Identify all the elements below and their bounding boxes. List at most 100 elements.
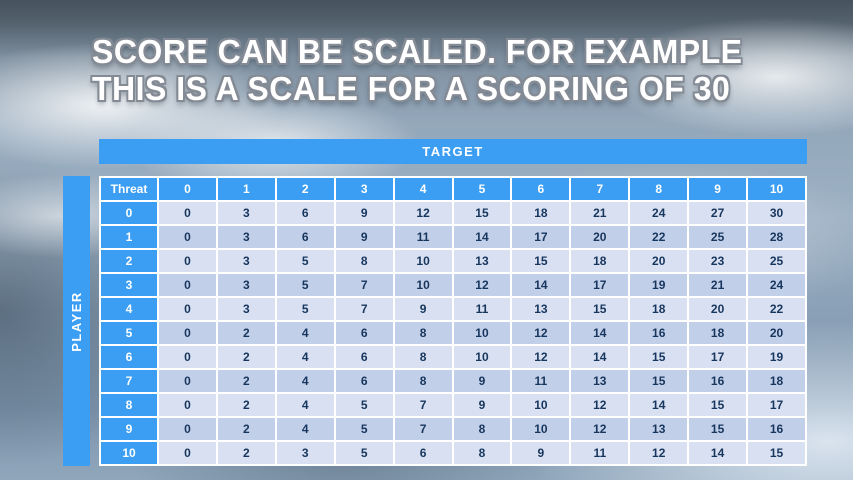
score-cell: 8: [394, 370, 452, 392]
score-cell: 12: [512, 322, 570, 344]
score-cell: 18: [571, 250, 629, 272]
score-cell: 10: [453, 322, 511, 344]
score-cell: 18: [689, 322, 747, 344]
score-cell: 14: [630, 394, 688, 416]
row-label: 2: [101, 250, 157, 272]
score-cell: 20: [630, 250, 688, 272]
score-cell: 4: [276, 394, 334, 416]
score-cell: 6: [335, 370, 393, 392]
score-cell: 19: [748, 346, 805, 368]
score-cell: 10: [394, 250, 452, 272]
score-cell: 15: [512, 250, 570, 272]
score-cell: 0: [159, 370, 216, 392]
score-cell: 0: [159, 298, 216, 320]
score-table-body: 0 0 3 6 9 12 15 18 21 24 27 30 1 0 3 6 9 11 14 17 20 22 25 28 2 0…: [101, 202, 805, 464]
target-label: TARGET: [422, 144, 484, 159]
score-cell: 12: [453, 274, 511, 296]
score-cell: 5: [335, 418, 393, 440]
score-cell: 0: [159, 274, 216, 296]
score-cell: 20: [748, 322, 805, 344]
slide-title-line-1: SCORE CAN BE SCALED. FOR EXAMPLE: [92, 33, 743, 70]
column-header: 0: [159, 178, 216, 200]
table-row: 5 0 2 4 6 8 10 12 14 16 18 20: [101, 322, 805, 344]
score-cell: 2: [217, 370, 275, 392]
row-label: 10: [101, 442, 157, 464]
score-cell: 4: [276, 346, 334, 368]
column-header: 10: [748, 178, 805, 200]
score-cell: 0: [159, 442, 216, 464]
score-cell: 15: [453, 202, 511, 224]
score-cell: 15: [571, 298, 629, 320]
score-cell: 2: [217, 442, 275, 464]
score-cell: 17: [571, 274, 629, 296]
score-cell: 15: [689, 418, 747, 440]
table-row: 10 0 2 3 5 6 8 9 11 12 14 15: [101, 442, 805, 464]
score-cell: 18: [512, 202, 570, 224]
score-cell: 9: [335, 202, 393, 224]
score-cell: 5: [276, 274, 334, 296]
score-cell: 9: [394, 298, 452, 320]
score-cell: 11: [453, 298, 511, 320]
score-cell: 3: [217, 298, 275, 320]
score-cell: 6: [335, 346, 393, 368]
row-label: 0: [101, 202, 157, 224]
score-cell: 0: [159, 202, 216, 224]
score-cell: 20: [571, 226, 629, 248]
score-cell: 0: [159, 226, 216, 248]
header-row: Threat 0 1 2 3 4 5 6 7 8 9 10: [101, 178, 805, 200]
score-cell: 18: [630, 298, 688, 320]
score-cell: 0: [159, 418, 216, 440]
table-row: 4 0 3 5 7 9 11 13 15 18 20 22: [101, 298, 805, 320]
score-cell: 15: [689, 394, 747, 416]
score-cell: 14: [453, 226, 511, 248]
score-cell: 5: [335, 442, 393, 464]
score-cell: 10: [453, 346, 511, 368]
score-cell: 2: [217, 394, 275, 416]
score-cell: 14: [571, 346, 629, 368]
score-cell: 13: [512, 298, 570, 320]
score-table-container: Threat 0 1 2 3 4 5 6 7 8 9 10 0 0 3 6 9 12 15 18 21 24 27 30 1…: [99, 176, 807, 466]
score-cell: 2: [217, 346, 275, 368]
score-cell: 11: [571, 442, 629, 464]
score-cell: 18: [748, 370, 805, 392]
score-cell: 17: [512, 226, 570, 248]
column-header: 6: [512, 178, 570, 200]
column-header: 7: [571, 178, 629, 200]
score-cell: 8: [453, 442, 511, 464]
score-cell: 11: [394, 226, 452, 248]
score-cell: 3: [217, 226, 275, 248]
row-label: 1: [101, 226, 157, 248]
score-cell: 10: [512, 418, 570, 440]
score-cell: 21: [571, 202, 629, 224]
score-cell: 15: [748, 442, 805, 464]
slide-title: SCORE CAN BE SCALED. FOR EXAMPLE THIS IS…: [92, 33, 742, 107]
score-cell: 9: [453, 394, 511, 416]
score-cell: 12: [630, 442, 688, 464]
score-cell: 22: [748, 298, 805, 320]
player-header-bar: PLAYER: [63, 176, 90, 466]
score-cell: 10: [512, 394, 570, 416]
table-row: 2 0 3 5 8 10 13 15 18 20 23 25: [101, 250, 805, 272]
score-cell: 23: [689, 250, 747, 272]
score-cell: 27: [689, 202, 747, 224]
score-cell: 3: [217, 202, 275, 224]
score-cell: 8: [394, 346, 452, 368]
score-cell: 9: [512, 442, 570, 464]
score-cell: 19: [630, 274, 688, 296]
score-cell: 14: [689, 442, 747, 464]
score-cell: 14: [571, 322, 629, 344]
player-label: PLAYER: [69, 290, 85, 352]
score-cell: 5: [276, 298, 334, 320]
score-cell: 17: [748, 394, 805, 416]
score-cell: 20: [689, 298, 747, 320]
column-header: 2: [276, 178, 334, 200]
score-cell: 0: [159, 394, 216, 416]
score-cell: 3: [217, 274, 275, 296]
slide-title-line-2: THIS IS A SCALE FOR A SCORING OF 30: [92, 70, 731, 107]
score-cell: 7: [335, 274, 393, 296]
table-row: 6 0 2 4 6 8 10 12 14 15 17 19: [101, 346, 805, 368]
score-cell: 7: [394, 394, 452, 416]
score-cell: 3: [276, 442, 334, 464]
score-cell: 13: [453, 250, 511, 272]
